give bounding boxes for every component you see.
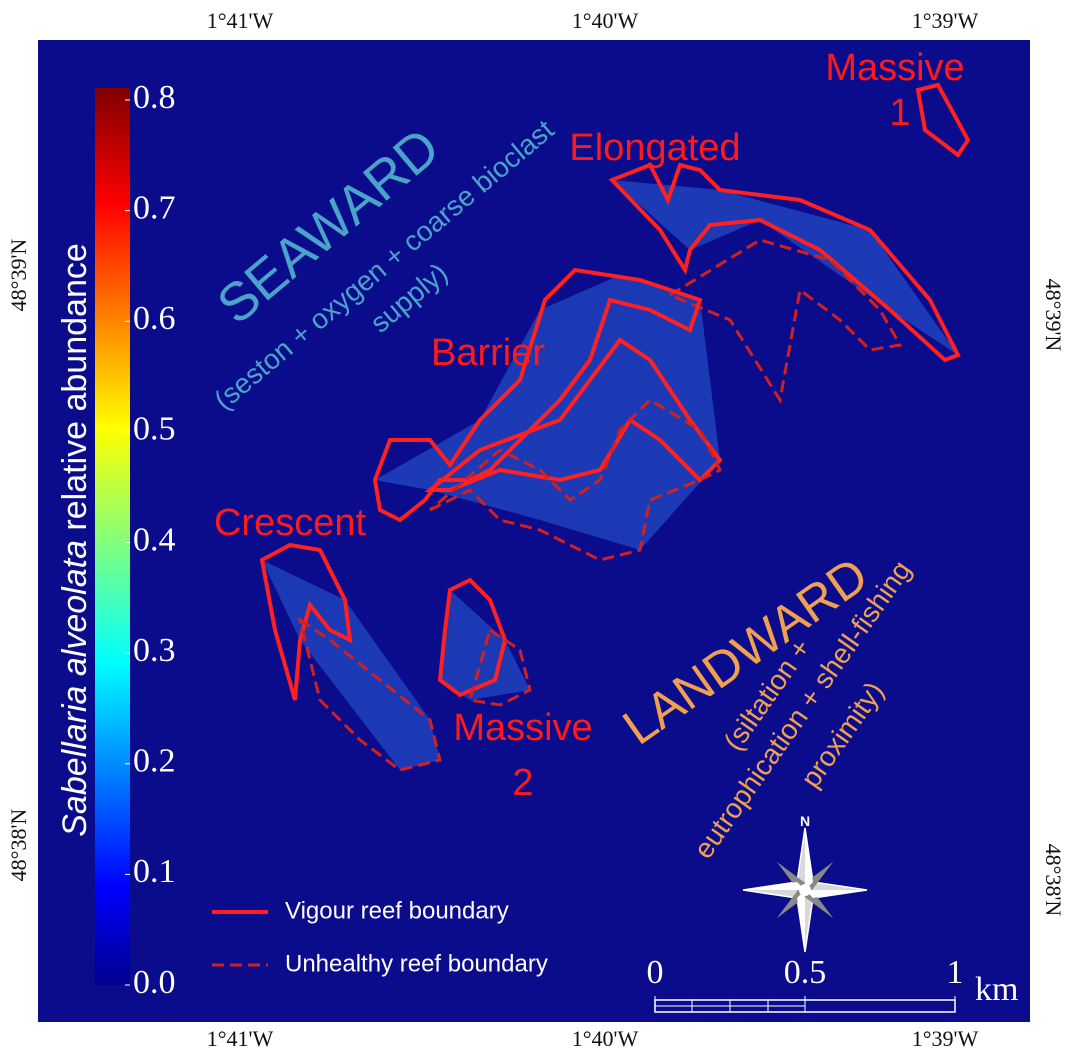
reef-label: Barrier	[431, 332, 545, 374]
compass-north: N	[800, 813, 810, 829]
map-figure: 1°41'W 1°40'W 1°39'W 1°41'W 1°40'W 1°39'…	[0, 0, 1073, 1055]
colorbar-title: Sabellaria alveolata relative abundance	[56, 243, 94, 837]
top-coordinate: 1°40'W	[572, 8, 639, 33]
reef-label: Crescent	[214, 502, 366, 544]
scale-tick-label: 0	[647, 954, 664, 991]
colorbar-tick-label: 0.5	[133, 411, 176, 448]
right-coordinate: 48°39'N	[1041, 279, 1066, 352]
right-coordinate: 48°38'N	[1041, 844, 1066, 917]
top-coordinate: 1°39'W	[912, 8, 979, 33]
colorbar-tick-label: 0.2	[133, 743, 176, 780]
left-coordinate: 48°38'N	[6, 809, 31, 882]
reef-label: Massive	[825, 47, 964, 89]
colorbar-title-italic: Sabellaria alveolata	[56, 540, 94, 837]
bottom-coordinate: 1°41'W	[207, 1026, 274, 1051]
legend-label: Vigour reef boundary	[285, 897, 509, 924]
left-coordinate: 48°39'N	[6, 239, 31, 312]
colorbar-tick-label: 0.4	[133, 521, 176, 558]
scale-unit: km	[975, 971, 1018, 1008]
colorbar-tick-label: 0.1	[133, 853, 176, 890]
colorbar-title-rest: relative abundance	[56, 243, 94, 530]
legend-label: Unhealthy reef boundary	[285, 950, 548, 977]
colorbar	[95, 88, 130, 985]
bottom-coordinate: 1°39'W	[912, 1026, 979, 1051]
scale-tick-label: 1	[947, 954, 964, 991]
colorbar-tick-label: 0.7	[133, 189, 176, 226]
reef-label: Massive	[453, 707, 592, 749]
colorbar-tick-label: 0.8	[133, 79, 176, 116]
bottom-coordinate: 1°40'W	[572, 1026, 639, 1051]
map-background	[38, 40, 1030, 1022]
reef-label: Elongated	[569, 127, 740, 169]
top-coordinate: 1°41'W	[207, 8, 274, 33]
colorbar-tick-label: 0.3	[133, 632, 176, 669]
colorbar-tick-label: 0.6	[133, 300, 176, 337]
scale-tick-label: 0.5	[784, 954, 827, 991]
reef-label: 2	[512, 762, 533, 804]
colorbar-tick-label: 0.0	[133, 964, 176, 1001]
reef-label: 1	[889, 92, 910, 134]
